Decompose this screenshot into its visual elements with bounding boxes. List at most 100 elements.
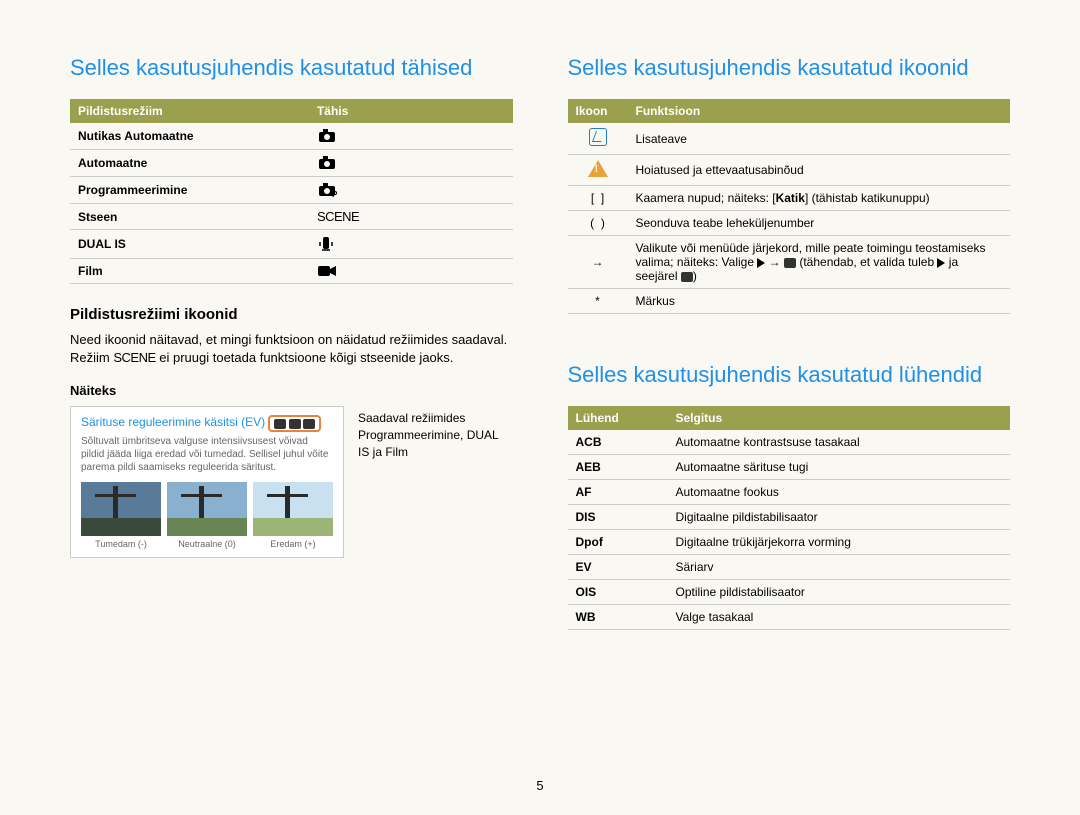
note-text: Lisateave (628, 123, 1011, 155)
table-row: * Märkus (568, 289, 1011, 314)
mode-symbol (309, 259, 513, 284)
definition: Automaatne fookus (668, 480, 1011, 505)
table-row: ACBAutomaatne kontrastsuse tasakaal (568, 430, 1011, 455)
star-text: Märkus (628, 289, 1011, 314)
thumb-image (81, 482, 161, 536)
th-function: Funktsioon (628, 99, 1011, 123)
th-mode: Pildistusrežiim (70, 99, 309, 123)
definition: Automaatne särituse tugi (668, 455, 1011, 480)
mode-symbol (309, 150, 513, 177)
table-row: DUAL IS (70, 230, 513, 259)
abbrev: Dpof (568, 530, 668, 555)
note-icon (589, 128, 607, 146)
abbrev: OIS (568, 580, 668, 605)
definition: Digitaalne pildistabilisaator (668, 505, 1011, 530)
example-title: Särituse reguleerimine käsitsi (EV) (81, 416, 265, 430)
table-row: → Valikute või menüüde järjekord, mille … (568, 236, 1011, 289)
abbrev: EV (568, 555, 668, 580)
mode-icons-desc: Need ikoonid näitavad, et mingi funktsio… (70, 331, 513, 367)
brackets-text: Kaamera nupud; näiteks: [Katik] (tähista… (628, 186, 1011, 211)
content-columns: Selles kasutusjuhendis kasutatud tähised… (70, 55, 1010, 630)
table-row: DISDigitaalne pildistabilisaator (568, 505, 1011, 530)
thumb-image (167, 482, 247, 536)
warn-icon-cell (568, 155, 628, 186)
example-desc: Sõltuvalt ümbritseva valguse intensiivsu… (81, 435, 333, 474)
table-row: StseenSCENE (70, 204, 513, 230)
brackets-cell: [ ] (568, 186, 628, 211)
left-heading: Selles kasutusjuhendis kasutatud tähised (70, 55, 513, 81)
warn-text: Hoiatused ja ettevaatusabinõud (628, 155, 1011, 186)
table-row: ( ) Seonduva teabe leheküljenumber (568, 211, 1011, 236)
example-heading: Näiteks (70, 383, 513, 398)
table-row: [ ] Kaamera nupud; näiteks: [Katik] (täh… (568, 186, 1011, 211)
th-icon: Ikoon (568, 99, 628, 123)
abbrev-table: Lühend Selgitus ACBAutomaatne kontrastsu… (568, 406, 1011, 630)
mode-symbol: P (309, 177, 513, 204)
table-row: EVSäriarv (568, 555, 1011, 580)
th-abbrev: Lühend (568, 406, 668, 430)
table-row: AEBAutomaatne särituse tugi (568, 455, 1011, 480)
thumb-image (253, 482, 333, 536)
arrow-cell: → (568, 236, 628, 289)
mini-icon-3 (303, 419, 315, 429)
definition: Optiline pildistabilisaator (668, 580, 1011, 605)
example-box: Särituse reguleerimine käsitsi (EV) Sõlt… (70, 406, 344, 558)
note-icon-cell (568, 123, 628, 155)
table-row: Lisateave (568, 123, 1011, 155)
abbrev: DIS (568, 505, 668, 530)
warning-icon (588, 160, 608, 177)
abbrev: WB (568, 605, 668, 630)
table-row: Film (70, 259, 513, 284)
modes-table: Pildistusrežiim Tähis Nutikas Automaatne… (70, 99, 513, 284)
right-column: Selles kasutusjuhendis kasutatud ikoonid… (568, 55, 1011, 630)
thumbnail: Neutraalne (0) (167, 482, 247, 549)
menu-icon (784, 258, 796, 268)
mode-symbol: SCENE (309, 204, 513, 230)
icons-table: Ikoon Funktsioon Lisateave Hoiatused ja … (568, 99, 1011, 314)
mode-name: Programmeerimine (70, 177, 309, 204)
mode-name: DUAL IS (70, 230, 309, 259)
thumb-label: Tumedam (-) (81, 539, 161, 549)
mode-name: Film (70, 259, 309, 284)
parens-text: Seonduva teabe leheküljenumber (628, 211, 1011, 236)
abbrev: AF (568, 480, 668, 505)
abbrev: AEB (568, 455, 668, 480)
mini-icon-2 (289, 419, 301, 429)
table-row: AFAutomaatne fookus (568, 480, 1011, 505)
mode-name: Stseen (70, 204, 309, 230)
mode-name: Automaatne (70, 150, 309, 177)
mode-name: Nutikas Automaatne (70, 123, 309, 150)
mode-icons-heading: Pildistusrežiimi ikoonid (70, 306, 513, 323)
definition: Digitaalne trükijärjekorra vorming (668, 530, 1011, 555)
mini-icon-1 (274, 419, 286, 429)
thumbnail: Eredam (+) (253, 482, 333, 549)
table-row: Programmeerimine P (70, 177, 513, 204)
scene-inline-icon: SCENE (113, 350, 155, 365)
thumb-label: Neutraalne (0) (167, 539, 247, 549)
menu-icon-2 (681, 272, 693, 282)
page-number: 5 (536, 778, 543, 793)
table-row: WBValge tasakaal (568, 605, 1011, 630)
thumbnail: Tumedam (-) (81, 482, 161, 549)
table-row: Nutikas Automaatne (70, 123, 513, 150)
table-row: DpofDigitaalne trükijärjekorra vorming (568, 530, 1011, 555)
thumbnails-row: Tumedam (-) Neutraalne (0) Eredam (+) (81, 482, 333, 549)
orange-mode-icons (268, 415, 321, 432)
svg-text:P: P (332, 190, 338, 198)
mode-symbol (309, 123, 513, 150)
right-heading-1: Selles kasutusjuhendis kasutatud ikoonid (568, 55, 1011, 81)
definition: Automaatne kontrastsuse tasakaal (668, 430, 1011, 455)
mode-symbol (309, 230, 513, 259)
th-meaning: Selgitus (668, 406, 1011, 430)
parens-cell: ( ) (568, 211, 628, 236)
right-heading-2: Selles kasutusjuhendis kasutatud lühendi… (568, 362, 1011, 388)
star-cell: * (568, 289, 628, 314)
thumb-label: Eredam (+) (253, 539, 333, 549)
definition: Säriarv (668, 555, 1011, 580)
example-side-text: Saadaval režiimides Programmeerimine, DU… (358, 406, 513, 460)
left-column: Selles kasutusjuhendis kasutatud tähised… (70, 55, 513, 630)
table-row: OISOptiline pildistabilisaator (568, 580, 1011, 605)
arrow-text: Valikute või menüüde järjekord, mille pe… (628, 236, 1011, 289)
table-row: Automaatne (70, 150, 513, 177)
table-row: Hoiatused ja ettevaatusabinõud (568, 155, 1011, 186)
